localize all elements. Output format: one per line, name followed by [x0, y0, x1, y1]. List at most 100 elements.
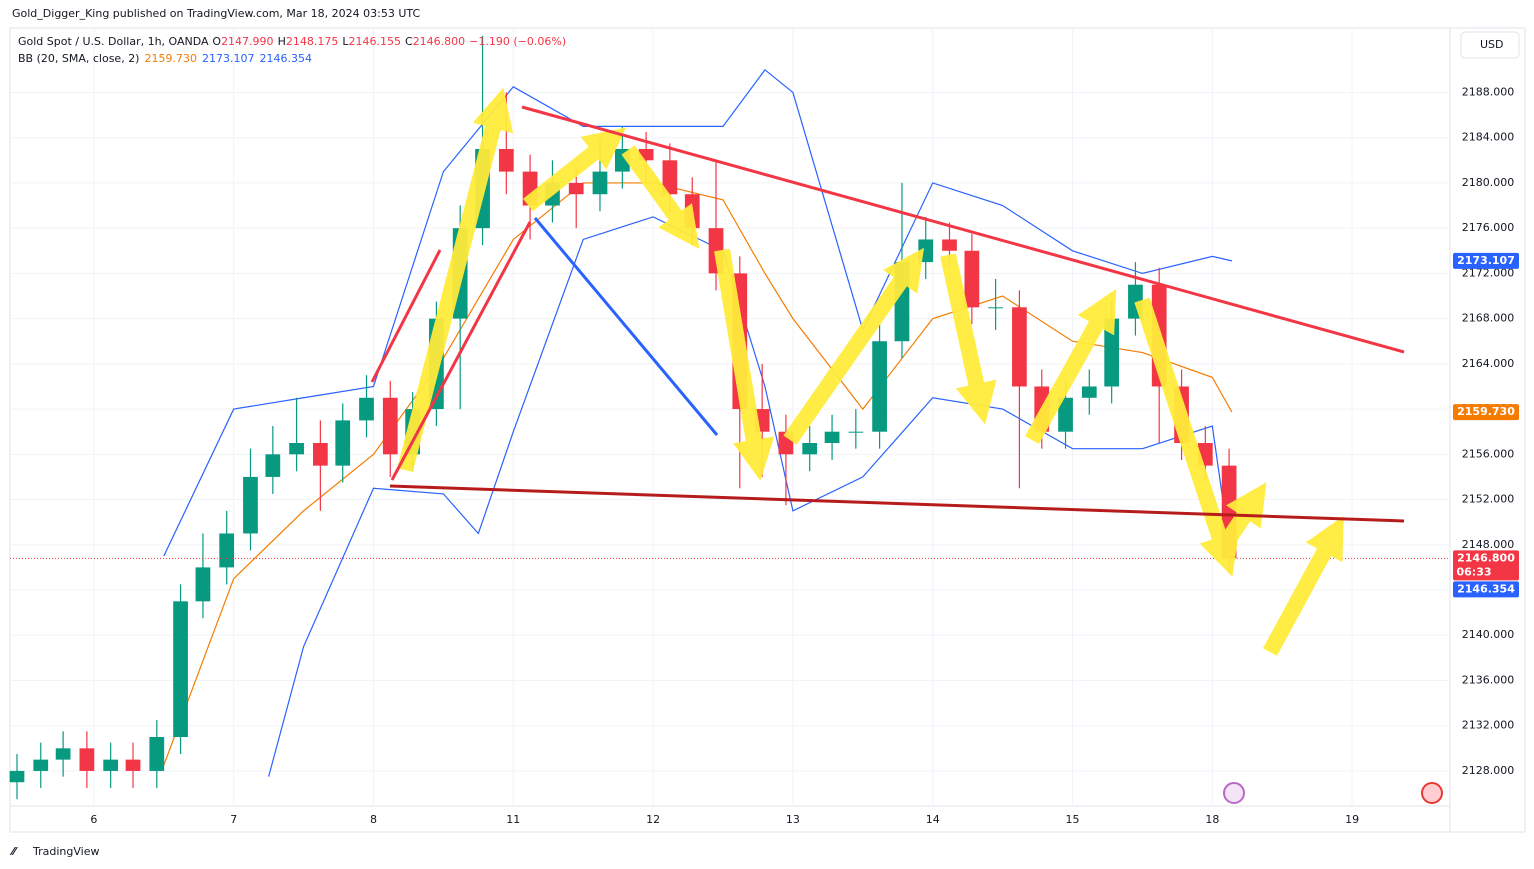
x-tick-label: 15	[1066, 813, 1080, 826]
price-tag-label: 2146.800	[1457, 551, 1515, 564]
candle-body	[872, 341, 887, 432]
symbol-name: Gold Spot / U.S. Dollar, 1h, OANDA	[18, 35, 209, 48]
countdown: 06:33	[1456, 565, 1491, 578]
x-tick-label: 19	[1345, 813, 1359, 826]
arrow	[783, 247, 925, 445]
x-tick-label: 7	[230, 813, 237, 826]
candle-body	[568, 182, 584, 195]
ohlc-value: 2147.990	[221, 35, 274, 48]
y-tick-label: 2156.000	[1462, 447, 1515, 460]
currency-button[interactable]	[1460, 31, 1520, 59]
x-tick-label: 13	[786, 813, 800, 826]
price-tag	[1453, 252, 1519, 269]
candle-body	[195, 567, 211, 602]
y-tick-label: 2184.000	[1462, 131, 1515, 144]
candle-body	[33, 759, 49, 771]
indicator-legend: BB (20, SMA, close, 2) 2159.730 2173.107 21…	[18, 52, 312, 65]
arrow	[397, 87, 514, 472]
y-tick-label: 2176.000	[1462, 221, 1515, 234]
candle-body	[289, 443, 304, 455]
ohlc-key: C	[405, 35, 413, 48]
y-tick-label: 2172.000	[1462, 266, 1515, 279]
candle-body	[9, 770, 25, 783]
arrow	[621, 145, 700, 249]
x-tick-label: 18	[1205, 813, 1219, 826]
price-tag-label: 2173.107	[1457, 254, 1515, 267]
candle-body	[942, 239, 957, 251]
candle-body	[149, 737, 165, 771]
drawings	[370, 87, 1405, 656]
candle-body	[55, 748, 71, 760]
candle-body	[1058, 397, 1073, 432]
y-tick-label: 2132.000	[1462, 719, 1515, 732]
band-line	[163, 68, 1233, 557]
ohlc-value: 2148.175	[286, 35, 339, 48]
axes: 2128.0002132.0002136.0002140.0002144.000…	[90, 85, 1519, 826]
event-icon[interactable]	[1223, 782, 1245, 804]
candle-body	[638, 148, 654, 161]
trend-line	[521, 105, 1405, 354]
candle-body	[173, 601, 188, 738]
y-tick-label: 2140.000	[1462, 628, 1515, 641]
change: −1.190 (−0.06%)	[469, 35, 566, 48]
indicator-value: 2159.730	[144, 52, 197, 65]
ohlc-key: L	[342, 35, 349, 48]
x-tick-label: 6	[90, 813, 97, 826]
trend-line	[370, 249, 442, 383]
candle-body	[802, 443, 818, 455]
candle-body	[103, 759, 119, 771]
candle-body	[219, 533, 235, 568]
candle-body	[592, 171, 608, 195]
candle-body	[988, 307, 1003, 309]
candle-body	[662, 160, 678, 195]
candle-body	[1081, 386, 1097, 398]
price-tag-label: 2159.730	[1457, 405, 1515, 418]
candle-body	[684, 194, 700, 229]
price-tag	[1453, 550, 1519, 581]
y-tick-label: 2152.000	[1462, 493, 1515, 506]
arrow	[1262, 515, 1344, 656]
trend-line	[390, 221, 532, 481]
x-tick-label: 11	[506, 813, 520, 826]
candle-body	[243, 476, 258, 534]
candle-body	[265, 454, 281, 477]
candle-body	[79, 748, 95, 771]
x-tick-label: 8	[370, 813, 377, 826]
candle-body	[313, 443, 328, 466]
y-tick-label: 2188.000	[1462, 85, 1515, 98]
candle-body	[335, 420, 351, 466]
candle-body	[964, 250, 980, 308]
candle-body	[918, 239, 934, 263]
trend-line	[389, 484, 1405, 523]
ohlc-value: 2146.800	[413, 35, 466, 48]
event-icon[interactable]	[1421, 782, 1443, 804]
published-note: Gold_Digger_King published on TradingVie…	[12, 7, 420, 20]
frame	[9, 27, 1526, 833]
candle-body	[1012, 307, 1027, 387]
candle-body	[824, 431, 840, 444]
candle-body	[498, 148, 514, 172]
currency-label: USD	[1480, 38, 1504, 51]
candle-body	[848, 431, 864, 433]
y-tick-label: 2136.000	[1462, 673, 1515, 686]
brand-name: TradingView	[32, 845, 99, 858]
candle-body	[1104, 318, 1120, 387]
x-tick-label: 14	[926, 813, 940, 826]
indicator-value: 2146.354	[259, 52, 312, 65]
price-tag-label: 2146.354	[1457, 582, 1515, 595]
candle-body	[359, 397, 374, 421]
ohlc-value: 2146.155	[348, 35, 401, 48]
arrow	[1025, 288, 1117, 444]
candle-body	[1221, 465, 1237, 559]
y-tick-label: 2168.000	[1462, 312, 1515, 325]
arrow	[1134, 297, 1240, 577]
y-tick-label: 2128.000	[1462, 764, 1515, 777]
ohlc-key: H	[278, 35, 286, 48]
arrow	[940, 253, 997, 425]
y-tick-label: 2148.000	[1462, 538, 1515, 551]
brand-logo: ⁄⁄	[9, 845, 19, 858]
x-tick-label: 12	[646, 813, 660, 826]
price-tag	[1453, 404, 1519, 421]
